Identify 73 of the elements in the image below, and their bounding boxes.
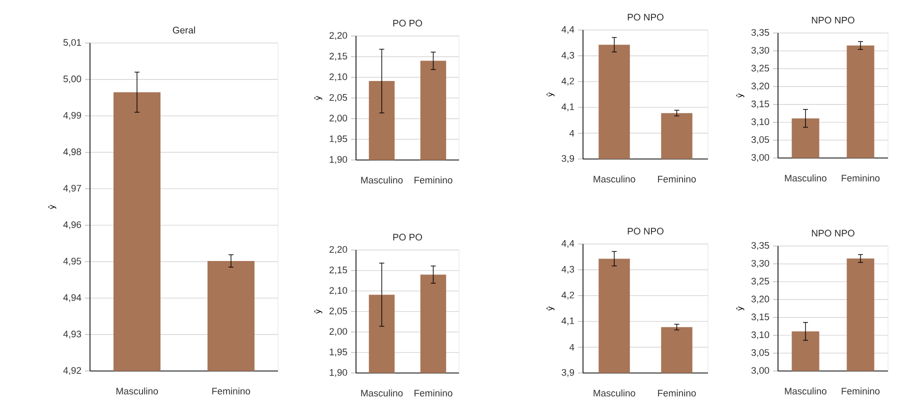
chart-title: PO NPO — [628, 14, 664, 21]
x-tick-label: Feminino — [414, 390, 452, 396]
x-tick-label: Masculino — [594, 390, 636, 396]
y-tick-label: 2,10 — [330, 287, 348, 295]
y-tick-label: 1,95 — [330, 135, 348, 144]
y-tick-label: 3,20 — [751, 296, 770, 304]
x-tick-label: Feminino — [414, 176, 452, 184]
y-tick-label: 4,1 — [562, 318, 574, 326]
x-tick-label: Feminino — [658, 390, 696, 396]
y-tick-label: 3,10 — [751, 331, 770, 340]
chart-title: PO PO — [393, 20, 422, 27]
y-tick-label: 4,98 — [63, 148, 82, 156]
y-tick-label: 5,01 — [63, 39, 82, 47]
y-tick-label: 1,95 — [330, 348, 348, 356]
y-tick-label: 4,4 — [562, 240, 574, 248]
y-tick-label: 2,10 — [330, 73, 348, 82]
x-tick-label: Feminino — [212, 388, 250, 394]
y-tick-label: 4,93 — [63, 330, 82, 338]
y-tick-label: 4,1 — [562, 104, 574, 112]
chart-title: NPO NPO — [812, 230, 854, 237]
y-tick-label: 3,15 — [751, 100, 770, 108]
y-tick-label: 4,94 — [63, 294, 82, 302]
y-tick-label: 3,00 — [751, 367, 770, 375]
x-tick-label: Feminino — [842, 388, 880, 394]
y-tick-label: 5,00 — [63, 76, 82, 84]
y-tick-label: 3,15 — [751, 314, 770, 322]
y-tick-label: 1,90 — [330, 369, 348, 377]
y-tick-label: 1,90 — [330, 156, 348, 164]
y-tick-label: 2,15 — [330, 266, 348, 274]
y-tick-label: 3,30 — [751, 46, 770, 55]
y-tick-label: 3,00 — [751, 154, 770, 162]
y-tick-label: 3,20 — [751, 82, 770, 90]
y-tick-label: 3,10 — [751, 118, 770, 126]
y-tick-label: 3,30 — [751, 260, 770, 268]
y-tick-label: 3,9 — [562, 155, 574, 163]
y-tick-label: 2,00 — [330, 114, 348, 123]
x-tick-label: Feminino — [658, 176, 696, 182]
x-tick-label: Masculino — [784, 388, 826, 394]
y-tick-label: 4,2 — [562, 292, 574, 300]
y-tick-label: 3,05 — [751, 349, 770, 358]
y-tick-label: 2,20 — [330, 32, 348, 40]
x-tick-label: Masculino — [784, 174, 826, 182]
y-tick-label: 4,96 — [63, 221, 82, 230]
x-tick-label: Masculino — [361, 390, 403, 396]
y-tick-label: 2,20 — [330, 246, 348, 254]
chart-title: Geral — [172, 26, 195, 34]
y-tick-label: 4,4 — [562, 26, 574, 34]
x-tick-label: Masculino — [361, 176, 403, 184]
y-tick-label: 4,2 — [562, 78, 574, 86]
y-tick-label: 4,3 — [562, 52, 574, 60]
y-tick-label: 3,35 — [751, 242, 770, 250]
y-tick-label: 4,95 — [63, 258, 82, 266]
chart-title: PO NPO — [628, 228, 664, 235]
y-tick-label: 4,97 — [63, 184, 82, 193]
y-tick-label: 3,05 — [751, 136, 770, 144]
x-tick-label: Masculino — [594, 176, 636, 182]
y-tick-label: 4,3 — [562, 266, 574, 274]
y-tick-label: 2,15 — [330, 52, 348, 61]
y-tick-label: 4 — [569, 130, 574, 136]
x-tick-label: Masculino — [116, 388, 158, 394]
y-tick-label: 2,00 — [330, 328, 348, 336]
chart-title: PO PO — [393, 234, 422, 241]
y-tick-label: 4,92 — [63, 367, 82, 375]
y-tick-label: 4,99 — [63, 112, 82, 120]
chart-title: NPO NPO — [812, 16, 854, 24]
y-tick-label: 4 — [569, 344, 574, 350]
x-tick-label: Feminino — [842, 174, 880, 182]
y-tick-label: 3,25 — [751, 64, 770, 73]
y-tick-label: 3,35 — [751, 29, 770, 37]
y-tick-label: 3,9 — [562, 369, 574, 377]
y-tick-label: 3,25 — [751, 278, 770, 286]
y-tick-label: 2,05 — [330, 308, 348, 316]
y-tick-label: 2,05 — [330, 94, 348, 102]
